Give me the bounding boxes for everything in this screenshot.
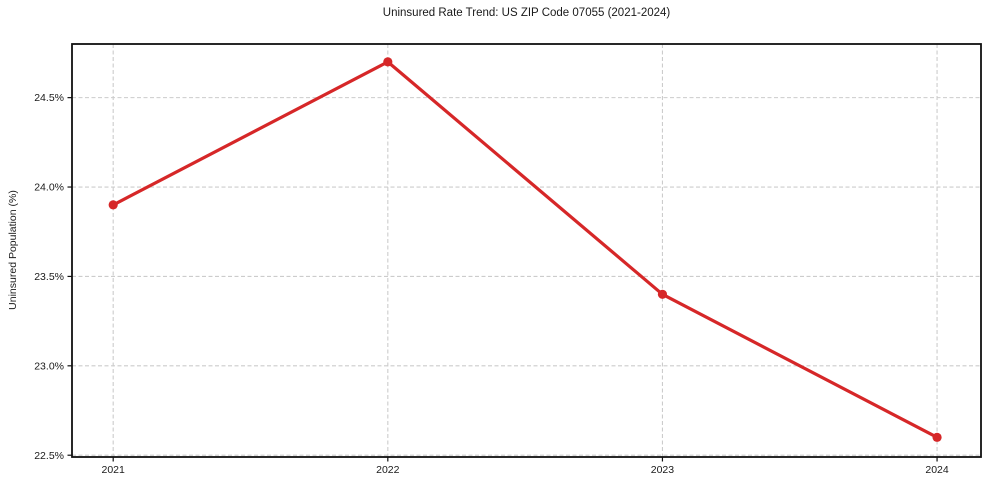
y-tick-label: 23.5%	[34, 271, 64, 283]
x-tick-label: 2021	[102, 464, 126, 476]
data-point-2024	[932, 432, 942, 442]
x-tick-label: 2022	[376, 464, 400, 476]
y-tick-label: 22.5%	[34, 450, 64, 462]
y-tick-label: 23.0%	[34, 360, 64, 372]
plot-border	[71, 43, 982, 458]
y-tick-label: 24.0%	[34, 182, 64, 194]
x-tick-label: 2023	[651, 464, 675, 476]
y-tick-label: 24.5%	[34, 92, 64, 104]
data-point-2021	[108, 200, 118, 210]
x-tick-label: 2024	[925, 464, 949, 476]
trend-line	[111, 60, 939, 439]
data-point-2022	[383, 57, 393, 67]
data-point-2023	[657, 289, 668, 299]
chart-title: Uninsured Rate Trend: US ZIP Code 07055 …	[382, 7, 671, 19]
